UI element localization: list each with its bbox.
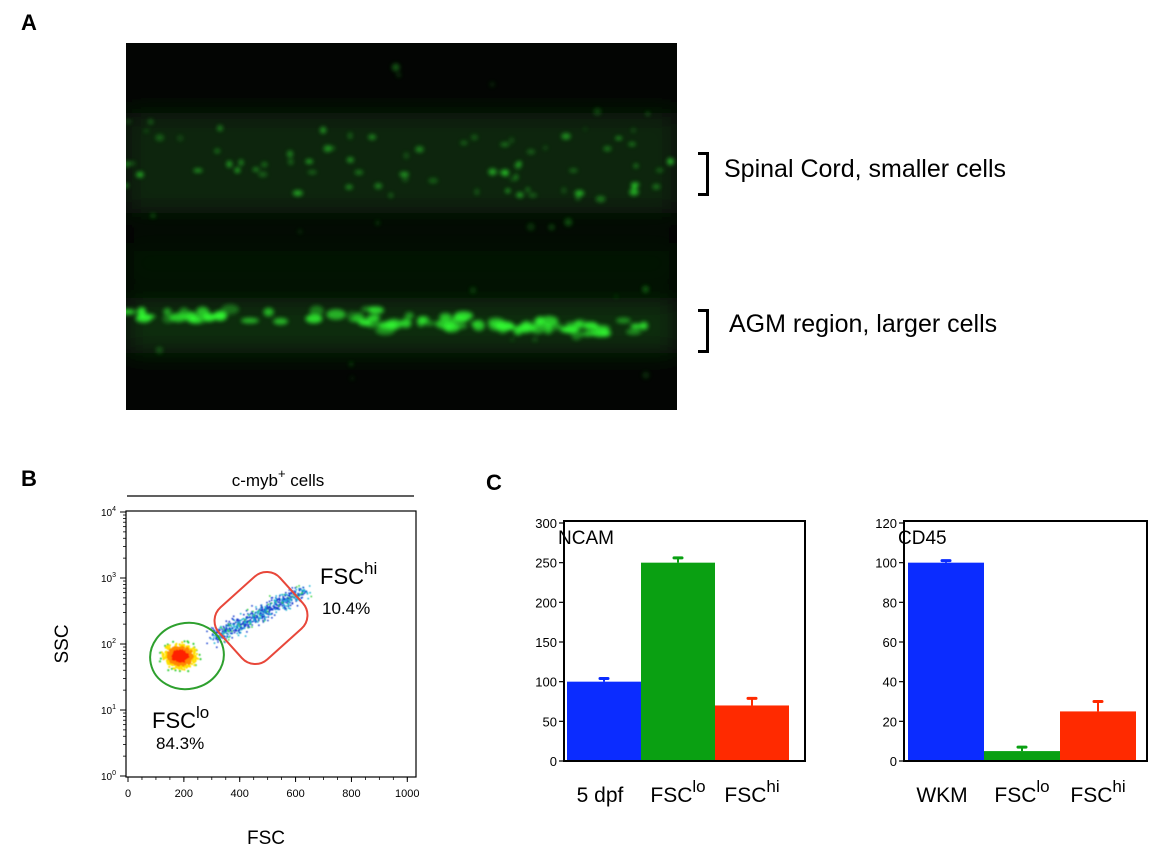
bar [1060,711,1136,761]
plot-frame [563,520,806,762]
fsc-hi-label: FSChi [320,559,377,589]
flow-x-tick-label: 400 [231,788,249,800]
y-tick-label: 120 [875,516,897,531]
category-label: 5 dpf [577,784,624,807]
flow-y-tick-label: 104 [101,506,116,519]
category-label: FSChi [1070,777,1125,807]
y-tick-label: 200 [535,595,557,610]
agm-region-label: AGM region, larger cells [729,310,998,338]
panel-letter-b: B [21,466,37,491]
y-tick-label: 300 [535,516,557,531]
category-label: FSClo [650,777,705,807]
flow-y-tick-label: 102 [101,638,116,651]
chart-title: NCAM [558,528,614,549]
fsc-hi-gate [213,570,309,666]
y-tick-label: 80 [883,595,897,610]
bar [567,681,641,761]
bar [984,751,1060,761]
flow-x-tick-label: 1000 [395,788,419,800]
flow-x-tick-label: 800 [342,788,360,800]
flow-x-tick-label: 200 [175,788,193,800]
fluorescence-micrograph [126,43,677,410]
fsc-lo-percent: 84.3% [156,734,204,753]
category-label: FSClo [994,777,1049,807]
category-label: WKM [916,784,967,807]
y-tick-label: 50 [543,714,557,729]
flow-y-axis-label: SSC [52,624,73,663]
plot-frame [903,520,1148,762]
fsc-lo-label: FSClo [152,703,209,733]
fsc-hi-percent: 10.4% [322,599,370,618]
y-tick-label: 100 [535,675,557,690]
y-tick-label: 20 [883,714,897,729]
flow-cytometry-panel: c-myb+ cells 100 101 102 103 104 0 200 400 600 8… [52,466,420,849]
panel-letter-c: C [486,470,502,495]
flow-x-axis-label: FSC [247,828,285,849]
spinal-cord-bracket [698,152,709,196]
y-tick-label: 0 [890,754,897,769]
flow-y-tick-label: 101 [101,704,116,717]
agm-region-bracket [698,309,709,353]
y-tick-label: 250 [535,556,557,571]
fsc-lo-gate [149,621,225,691]
category-label: FSChi [724,777,779,807]
flow-header: c-myb+ cells [232,466,325,490]
y-tick-label: 100 [875,556,897,571]
flow-x-tick-label: 0 [125,788,131,800]
flow-y-tick-label: 103 [101,572,116,585]
bar [641,562,715,761]
micrograph-background [126,43,677,410]
chart-title: CD45 [898,528,947,549]
bar [715,705,789,761]
y-tick-label: 0 [550,754,557,769]
flow-y-tick-label: 100 [101,770,116,783]
y-tick-label: 150 [535,635,557,650]
spinal-cord-label: Spinal Cord, smaller cells [724,155,1007,183]
panel-letter-a: A [21,10,37,35]
y-tick-label: 40 [883,675,897,690]
bar [908,562,984,761]
flow-x-tick-label: 600 [286,788,304,800]
y-tick-label: 60 [883,635,897,650]
